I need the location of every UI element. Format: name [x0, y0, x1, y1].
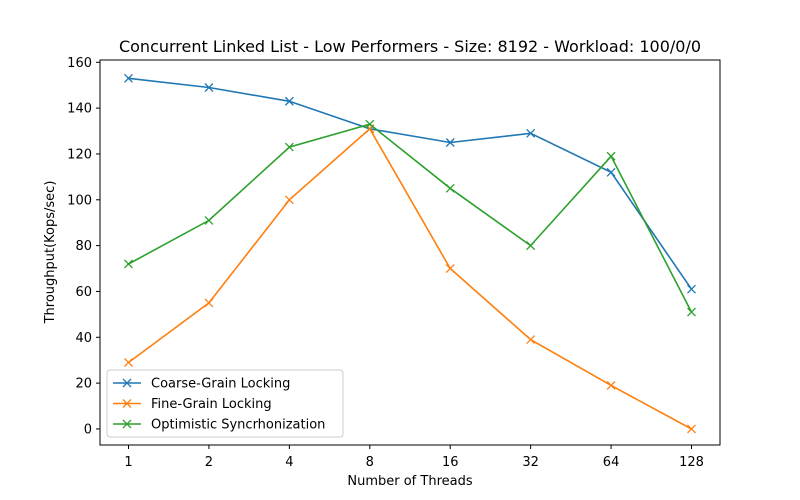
data-point [606, 380, 616, 390]
y-tick-label: 120 [67, 147, 92, 162]
series-line [128, 123, 693, 313]
x-tick-label: 32 [522, 455, 539, 470]
data-point [687, 284, 696, 294]
x-tick-label: 1 [124, 455, 132, 470]
series-line [128, 77, 693, 290]
data-point [445, 264, 455, 274]
legend-label: Optimistic Syncrhonization [151, 418, 325, 433]
x-tick-label: 16 [442, 455, 459, 470]
y-tick-label: 160 [67, 56, 92, 71]
legend-item: Fine-Grain Locking [113, 397, 272, 412]
y-tick-label: 140 [67, 102, 92, 117]
y-tick-label: 40 [75, 331, 92, 346]
x-tick-label: 4 [285, 455, 293, 470]
data-point [526, 241, 536, 251]
y-tick-label: 0 [84, 422, 92, 437]
series-line [128, 127, 692, 430]
data-point [526, 335, 536, 345]
data-point [687, 307, 696, 317]
data-point [445, 183, 455, 193]
data-point [284, 142, 294, 152]
data-point [124, 259, 133, 269]
data-point [606, 167, 616, 177]
data-point [365, 119, 375, 129]
y-tick-label: 60 [75, 285, 92, 300]
data-point [204, 215, 214, 225]
x-tick-label: 64 [603, 455, 620, 470]
x-tick-label: 2 [205, 455, 213, 470]
y-tick-label: 20 [75, 377, 92, 392]
y-axis: 0 20 40 60 80 100 120 140 160 [67, 56, 100, 437]
data-point [284, 195, 294, 205]
data-point [124, 73, 133, 83]
data-point [124, 358, 133, 367]
legend: Coarse-Grain Locking Fine-Grain Locking Op… [106, 369, 344, 438]
legend-item: Optimistic Syncrhonization [113, 418, 325, 433]
x-axis: 1 2 4 8 16 32 64 128 [124, 445, 704, 470]
legend-label: Fine-Grain Locking [151, 397, 272, 412]
data-point [204, 83, 214, 92]
legend-label: Coarse-Grain Locking [151, 377, 290, 392]
data-point [606, 151, 616, 161]
data-point [284, 96, 294, 106]
data-point [445, 138, 455, 147]
y-axis-label: Throughput(Kops/sec) [43, 181, 58, 325]
data-point [687, 424, 696, 434]
series-layer [124, 73, 696, 434]
x-tick-label: 8 [366, 455, 374, 470]
x-axis-label: Number of Threads [347, 474, 472, 489]
data-point [526, 128, 536, 138]
data-point [204, 298, 214, 308]
x-tick-label: 128 [679, 455, 704, 470]
chart-title: Concurrent Linked List - Low Performers … [119, 37, 701, 56]
legend-box [106, 369, 344, 438]
legend-item: Coarse-Grain Locking [113, 377, 290, 392]
y-tick-label: 100 [67, 193, 92, 208]
y-tick-label: 80 [75, 239, 92, 254]
